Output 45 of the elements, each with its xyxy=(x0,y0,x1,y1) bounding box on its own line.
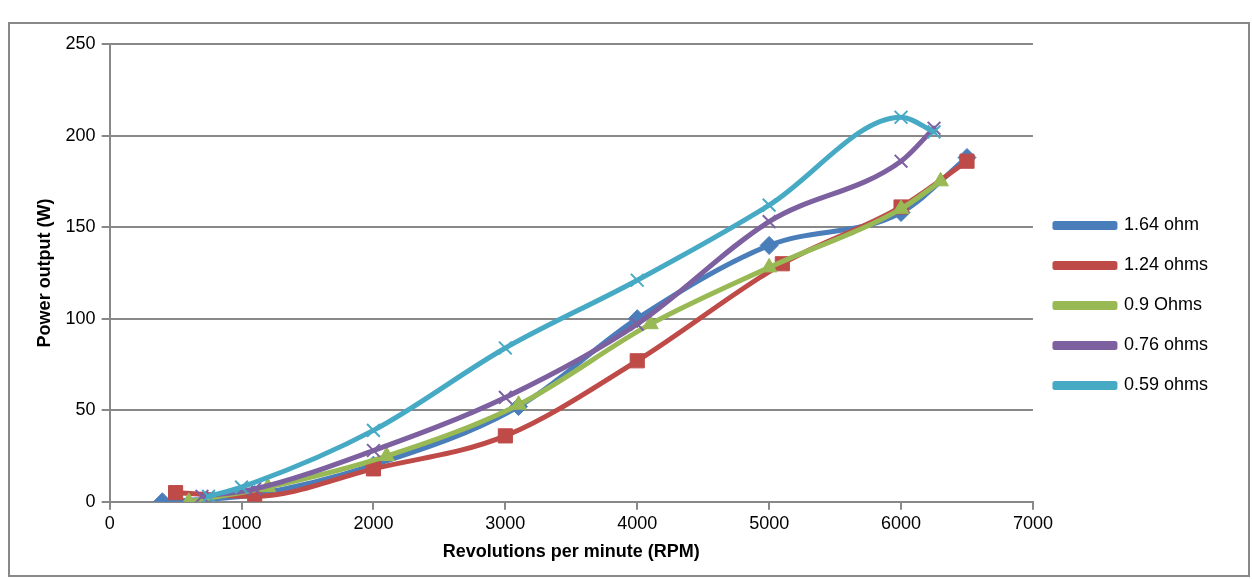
point xyxy=(168,485,184,501)
x-tick-label: 1000 xyxy=(221,512,262,533)
point xyxy=(926,124,942,140)
y-tick-label: 200 xyxy=(65,124,96,145)
point xyxy=(642,314,659,330)
point xyxy=(201,488,216,502)
point xyxy=(629,353,645,369)
legend-label: 0.76 ohms xyxy=(1123,334,1209,355)
point xyxy=(629,316,645,332)
point xyxy=(926,120,942,136)
point xyxy=(497,340,513,356)
point xyxy=(497,390,513,405)
point xyxy=(234,479,249,495)
point xyxy=(194,488,210,502)
y-tick-label: 150 xyxy=(65,216,96,237)
x-tick-label: 7000 xyxy=(1012,512,1053,533)
point xyxy=(497,428,513,444)
y-axis-title: Power output (W) xyxy=(33,198,54,348)
legend-label: 1.64 ohm xyxy=(1123,214,1200,235)
point xyxy=(893,109,909,125)
point xyxy=(629,272,645,288)
x-tick-label: 0 xyxy=(104,512,115,533)
point xyxy=(761,214,777,229)
point xyxy=(761,197,777,213)
legend-label: 1.24 ohms xyxy=(1123,254,1209,275)
y-tick-label: 250 xyxy=(65,32,96,53)
point xyxy=(893,153,909,169)
x-tick-label: 2000 xyxy=(353,512,394,533)
y-tick-label: 50 xyxy=(75,399,96,420)
point xyxy=(366,423,381,438)
x-axis-title: Revolutions per minute (RPM) xyxy=(442,541,700,562)
x-tick-label: 5000 xyxy=(749,512,790,533)
x-tick-label: 6000 xyxy=(881,512,922,533)
legend-label: 0.59 ohms xyxy=(1123,374,1209,395)
point xyxy=(365,461,382,477)
point xyxy=(366,443,381,458)
y-tick-label: 0 xyxy=(85,490,96,511)
point xyxy=(959,153,975,169)
x-tick-label: 4000 xyxy=(617,512,658,533)
y-tick-label: 100 xyxy=(65,307,96,328)
point xyxy=(759,235,779,255)
point xyxy=(378,446,395,462)
point xyxy=(247,481,263,497)
legend-label: 0.9 Ohms xyxy=(1123,294,1202,315)
x-tick-label: 3000 xyxy=(485,512,526,533)
